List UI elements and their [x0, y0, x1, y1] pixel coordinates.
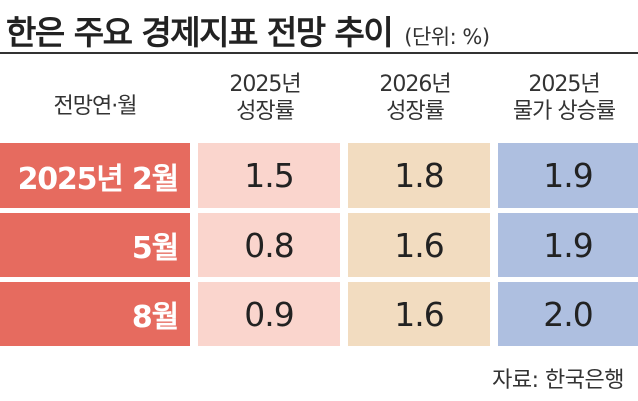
column-header-line2: 물가 상승률: [512, 98, 616, 124]
title-divider: [0, 52, 638, 54]
table-cell: 0.8: [198, 213, 340, 277]
table-cell: 0.9: [198, 282, 340, 346]
row-label: 5월: [0, 213, 190, 277]
row-label: 8월: [0, 282, 190, 346]
table-cell: 1.9: [498, 143, 638, 208]
table-cell: 1.8: [348, 143, 490, 208]
table-cell: 2.0: [498, 282, 638, 346]
column-header-line2: 성장률: [236, 98, 295, 124]
corner-header: 전망연·월: [0, 57, 190, 138]
column-header-line1: 2026년: [379, 71, 451, 97]
unit-note: (단위: %): [404, 25, 490, 49]
column-header-3: 2025년 물가 상승률: [490, 57, 638, 138]
table-cell: 1.6: [348, 213, 490, 277]
corner-label: 전망연·월: [53, 94, 138, 119]
column-header-2: 2026년 성장률: [340, 57, 490, 138]
title-row: 한은 주요 경제지표 전망 추이 (단위: %): [6, 6, 490, 52]
column-header-line2: 성장률: [386, 98, 445, 124]
page-title: 한은 주요 경제지표 전망 추이: [6, 13, 394, 52]
column-header-line1: 2025년: [528, 71, 600, 97]
column-header-1: 2025년 성장률: [190, 57, 340, 138]
row-label: 2025년 2월: [0, 143, 190, 208]
table-cell: 1.6: [348, 282, 490, 346]
source-note: 자료: 한국은행: [492, 368, 624, 393]
indicator-table: 전망연·월 2025년 성장률 2026년 성장률 2025년 물가 상승률 2…: [0, 57, 638, 346]
table-cell: 1.9: [498, 213, 638, 277]
table-cell: 1.5: [198, 143, 340, 208]
column-header-line1: 2025년: [229, 71, 301, 97]
